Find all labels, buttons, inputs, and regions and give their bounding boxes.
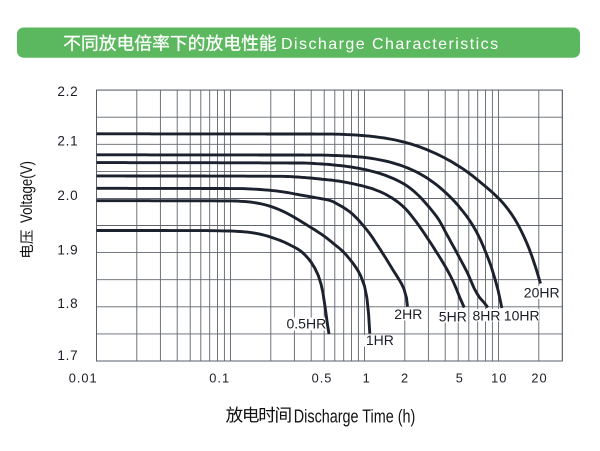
svg-text:0.01: 0.01 bbox=[69, 371, 98, 386]
svg-text:10: 10 bbox=[491, 371, 507, 386]
svg-text:2.2: 2.2 bbox=[57, 84, 78, 99]
svg-text:1HR: 1HR bbox=[366, 332, 394, 348]
svg-text:5: 5 bbox=[456, 371, 464, 386]
svg-text:2.1: 2.1 bbox=[57, 134, 78, 149]
svg-text:1.7: 1.7 bbox=[57, 348, 78, 363]
svg-text:2.0: 2.0 bbox=[57, 188, 78, 203]
svg-text:2: 2 bbox=[401, 371, 409, 386]
svg-text:20: 20 bbox=[531, 371, 547, 386]
svg-text:2HR: 2HR bbox=[394, 306, 422, 322]
svg-text:8HR: 8HR bbox=[473, 308, 501, 324]
svg-text:0.5HR: 0.5HR bbox=[287, 316, 327, 332]
svg-text:1.8: 1.8 bbox=[57, 296, 78, 311]
svg-text:5HR: 5HR bbox=[439, 308, 467, 324]
svg-text:10HR: 10HR bbox=[504, 308, 540, 324]
svg-text:1.9: 1.9 bbox=[57, 243, 78, 258]
svg-text:1: 1 bbox=[363, 371, 371, 386]
svg-text:Voltage(V): Voltage(V) bbox=[17, 161, 36, 223]
svg-text:Discharge Characteristics: Discharge Characteristics bbox=[281, 36, 500, 53]
svg-text:Discharge Time (h): Discharge Time (h) bbox=[294, 406, 416, 426]
svg-text:0.5: 0.5 bbox=[312, 371, 333, 386]
svg-text:0.1: 0.1 bbox=[209, 371, 230, 386]
svg-text:20HR: 20HR bbox=[524, 285, 560, 301]
